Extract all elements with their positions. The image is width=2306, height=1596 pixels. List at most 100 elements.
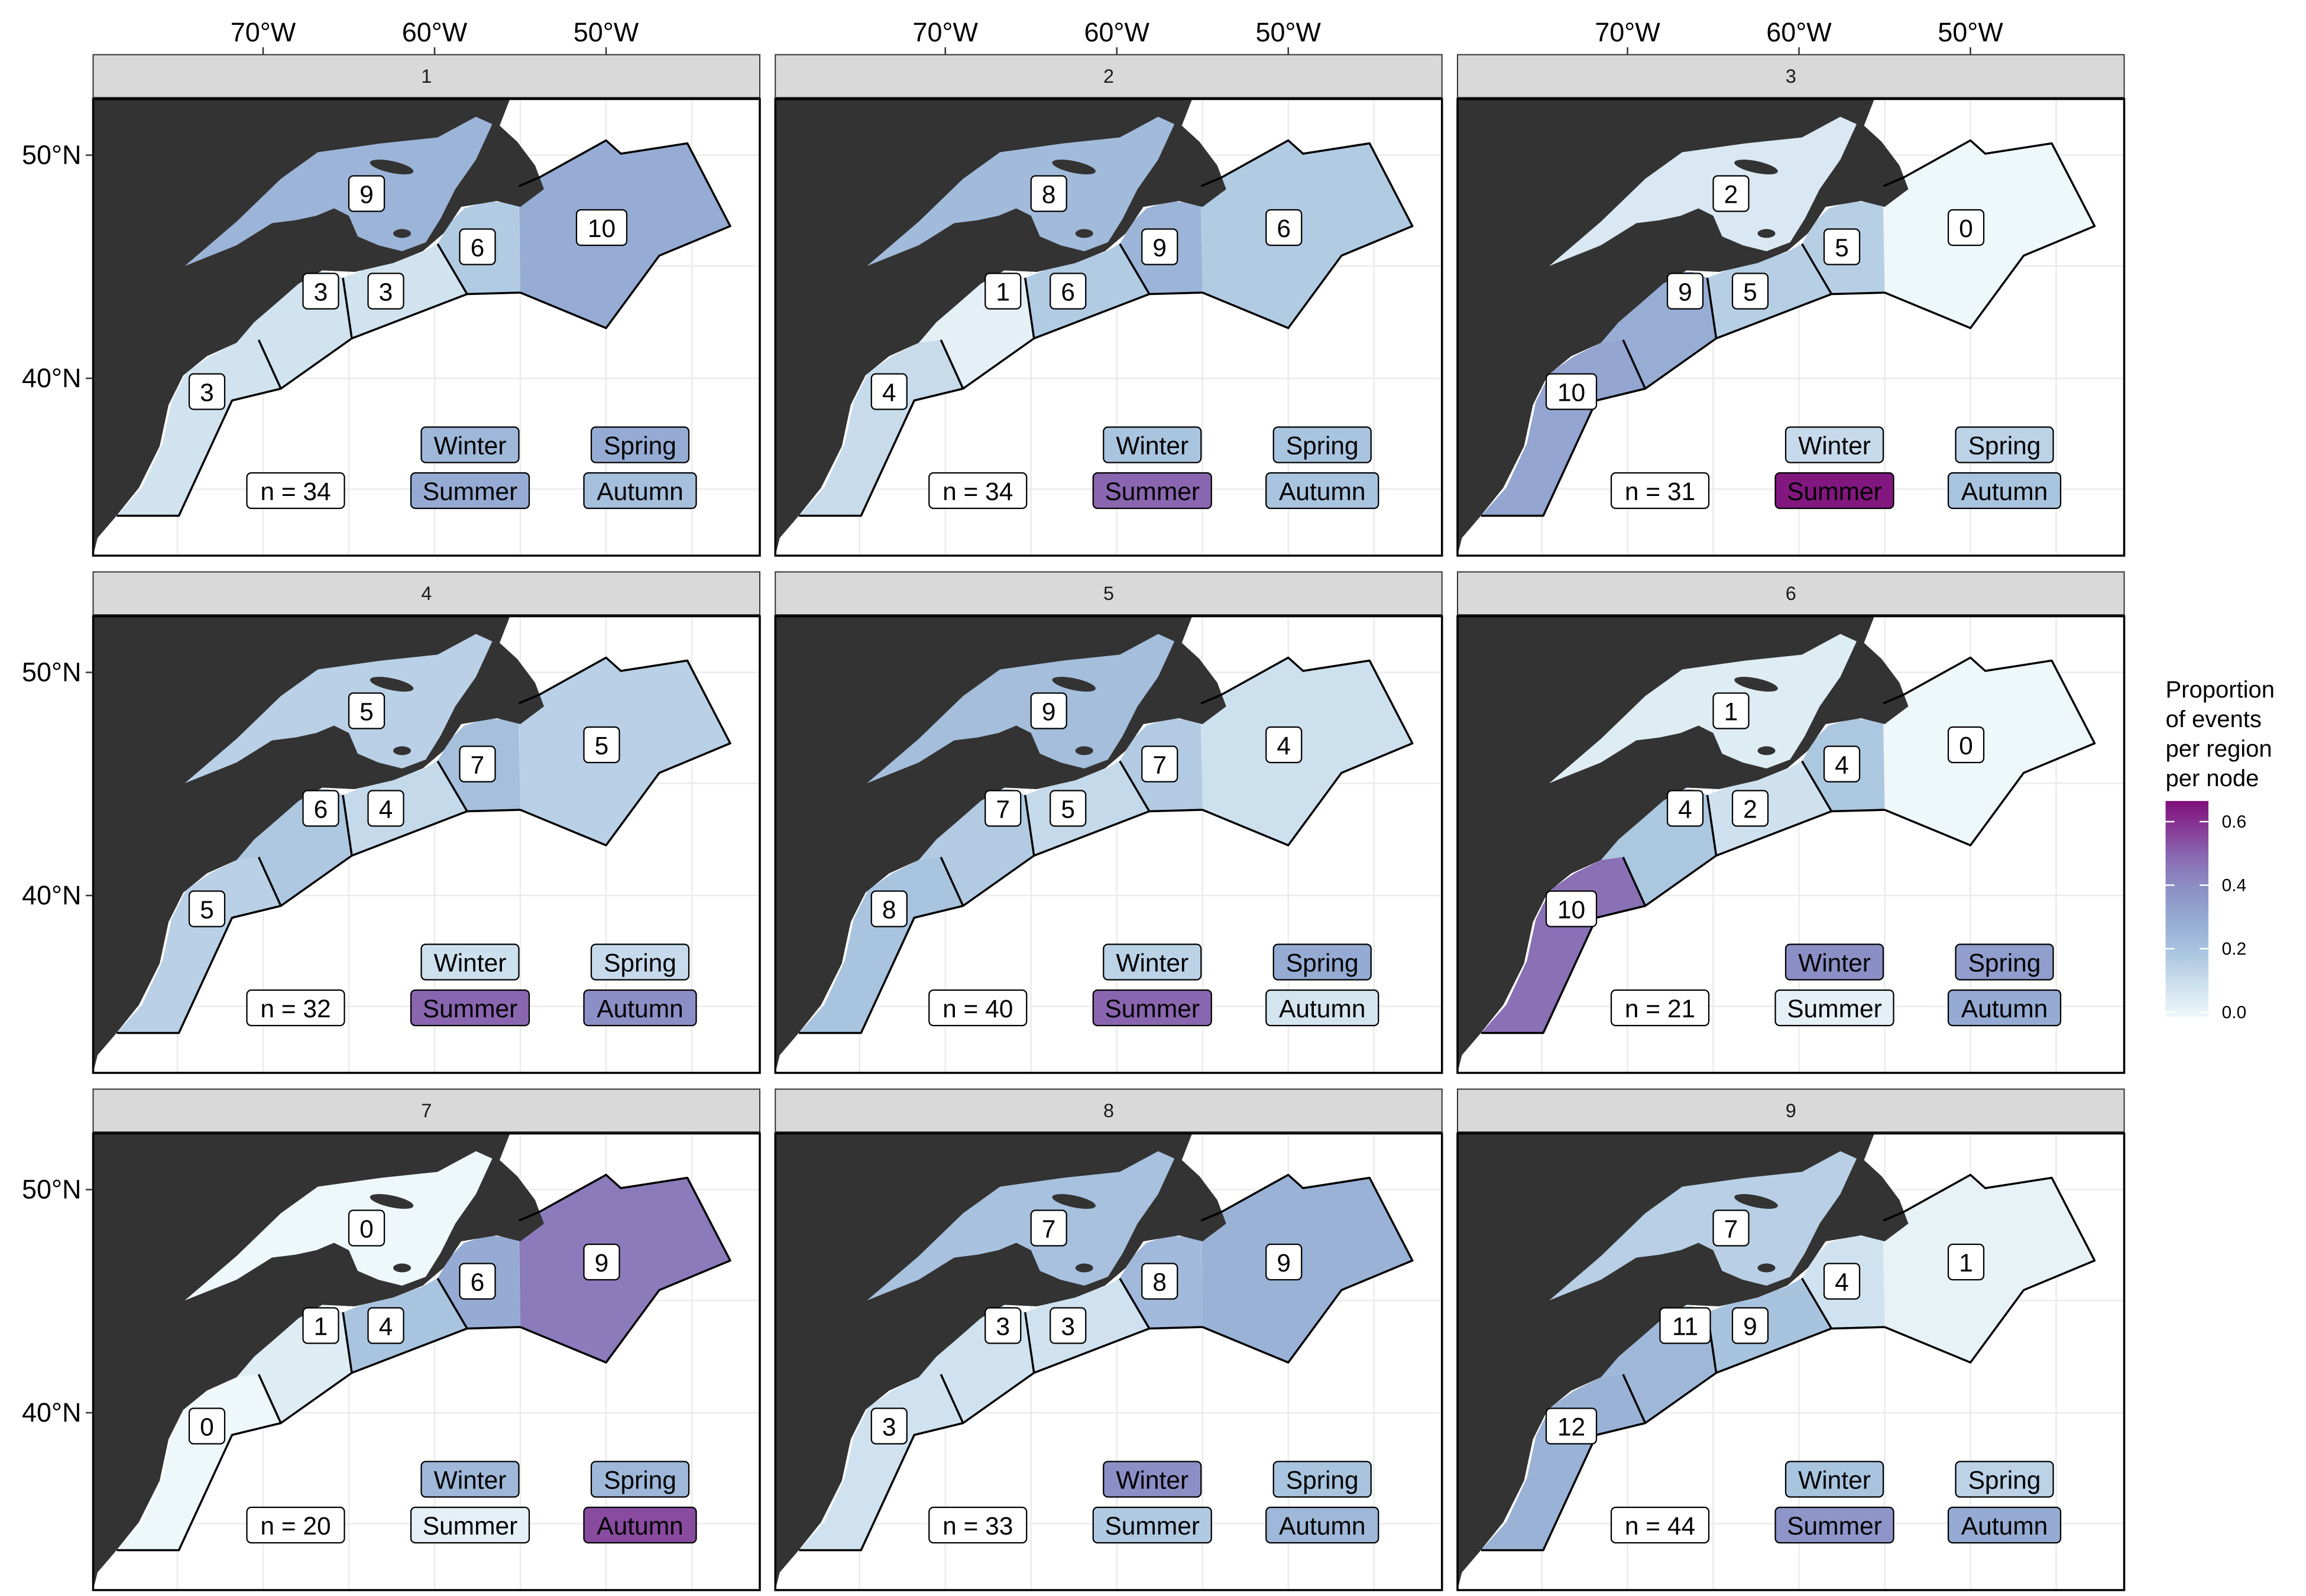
season-label-summer-box: [1774, 1506, 1894, 1544]
season-label-spring-box: [1955, 943, 2054, 981]
region-south: [1481, 340, 1646, 516]
region-count-label-box: [1666, 790, 1704, 827]
facet-strip-label: 4: [421, 583, 432, 604]
season-label-autumn-box: [583, 1506, 697, 1544]
island-anticosti: [1052, 1193, 1096, 1209]
region-count-label: 5: [1050, 790, 1087, 827]
legend-title-line: per region: [2166, 736, 2272, 762]
region-border: [1883, 1173, 2096, 1364]
region-count-label-text: 6: [471, 235, 485, 262]
season-label-summer-text: Summer: [1787, 478, 1882, 506]
sample-size-label-text: n = 33: [943, 1513, 1013, 1540]
sample-size-label: n = 40: [928, 989, 1028, 1027]
facet-strip-label: 7: [421, 1100, 432, 1121]
facet-strip-label: 5: [1103, 583, 1114, 604]
island-pei: [1075, 229, 1093, 238]
season-label-spring-box: [1272, 426, 1372, 463]
season-label-winter: Winter: [1784, 943, 1884, 981]
region-border: [1024, 794, 1035, 856]
panel-frame: [1456, 98, 2126, 557]
region-count-label-box: [1545, 1407, 1598, 1445]
season-label-autumn: Autumn: [583, 472, 697, 510]
x-tick-label: 60°W: [1084, 17, 1149, 47]
season-label-autumn: Autumn: [583, 1506, 697, 1544]
legend-title-line: of events: [2166, 706, 2262, 732]
season-label-spring: Spring: [590, 943, 690, 981]
colorbar-tick-label: 0.6: [2222, 812, 2247, 832]
season-label-autumn-box: [1947, 989, 2062, 1027]
region-south: [1481, 1374, 1646, 1550]
region-count-label: 4: [367, 1307, 404, 1344]
season-label-autumn-text: Autumn: [1279, 995, 1365, 1023]
region-count-label-box: [984, 1307, 1022, 1344]
island-anticosti: [370, 159, 414, 175]
region-count-label: 6: [459, 228, 496, 265]
region-count-label-box: [984, 790, 1022, 827]
region-border: [1800, 1277, 1833, 1329]
season-label-winter: Winter: [420, 1461, 520, 1498]
season-label-winter-box: [1784, 426, 1884, 463]
region-border: [436, 760, 468, 812]
region-gulf: [184, 116, 493, 266]
season-label-winter: Winter: [1784, 1461, 1884, 1498]
region-count-label-box: [583, 726, 620, 764]
sample-size-label-box: [1610, 989, 1710, 1027]
region-count-label-text: 10: [1557, 897, 1585, 924]
region-count-label-box: [367, 790, 404, 827]
region-south: [116, 340, 281, 516]
season-label-spring-text: Spring: [1968, 433, 2041, 460]
region-count-label: 7: [1141, 745, 1178, 783]
region-count-label: 4: [1823, 745, 1861, 783]
season-label-summer-box: [1774, 989, 1894, 1027]
region-count-label-text: 12: [1557, 1414, 1585, 1442]
region-border: [342, 1312, 353, 1373]
region-count-label-box: [870, 1407, 908, 1445]
region-gulf: [867, 634, 1175, 783]
region-count-label: 5: [1823, 228, 1861, 265]
region-border: [342, 794, 353, 856]
facet-strip: [1457, 571, 2125, 615]
region-south: [1481, 857, 1646, 1033]
region-count-label-box: [1265, 726, 1303, 764]
island-pei: [1075, 1263, 1093, 1273]
region-border: [1883, 656, 2096, 846]
region-east: [519, 1175, 730, 1363]
region-gulf: [184, 1151, 493, 1300]
sample-size-label-text: n = 40: [943, 995, 1013, 1023]
island-anticosti: [370, 676, 414, 692]
region-count-label: 1: [984, 273, 1022, 310]
region-count-label-box: [583, 1243, 620, 1281]
region-count-label-box: [188, 373, 226, 410]
region-count-label-text: 4: [1678, 796, 1692, 824]
season-label-summer-box: [1092, 1506, 1212, 1544]
y-tick-label: 50°N: [22, 657, 82, 687]
region-count-label: 6: [302, 790, 339, 827]
facet-strip: [775, 571, 1443, 615]
season-label-spring: Spring: [590, 1461, 690, 1498]
region-count-label-text: 8: [1152, 1269, 1167, 1297]
region-count-label-box: [1731, 790, 1769, 827]
region-count-label-text: 3: [882, 1414, 896, 1442]
region-count-label-text: 4: [379, 1313, 393, 1341]
facet-strip: [92, 571, 760, 615]
season-label-summer-box: [1092, 989, 1212, 1027]
region-count-label-text: 1: [996, 279, 1010, 307]
panel-frame: [774, 1132, 1443, 1591]
sample-size-label: n = 32: [246, 989, 345, 1027]
region-count-label-text: 3: [996, 1313, 1010, 1341]
region-border: [940, 857, 964, 907]
region-count-label-text: 11: [1672, 1313, 1698, 1341]
region-count-label-text: 0: [359, 1216, 374, 1244]
region-south: [799, 1374, 963, 1550]
colorbar: [2165, 801, 2208, 1017]
season-label-winter: Winter: [1103, 1461, 1202, 1498]
region-count-label: 4: [1666, 790, 1704, 827]
region-count-label-text: 7: [1724, 1216, 1738, 1244]
region-count-label-text: 9: [1152, 235, 1167, 262]
facet-strip-label: 6: [1786, 583, 1796, 604]
season-label-summer-box: [410, 989, 530, 1027]
colorbar-tick-label: 0.2: [2222, 939, 2247, 959]
region-count-label: 7: [459, 745, 496, 783]
island-anticosti: [370, 1193, 414, 1209]
island-pei: [393, 229, 411, 238]
